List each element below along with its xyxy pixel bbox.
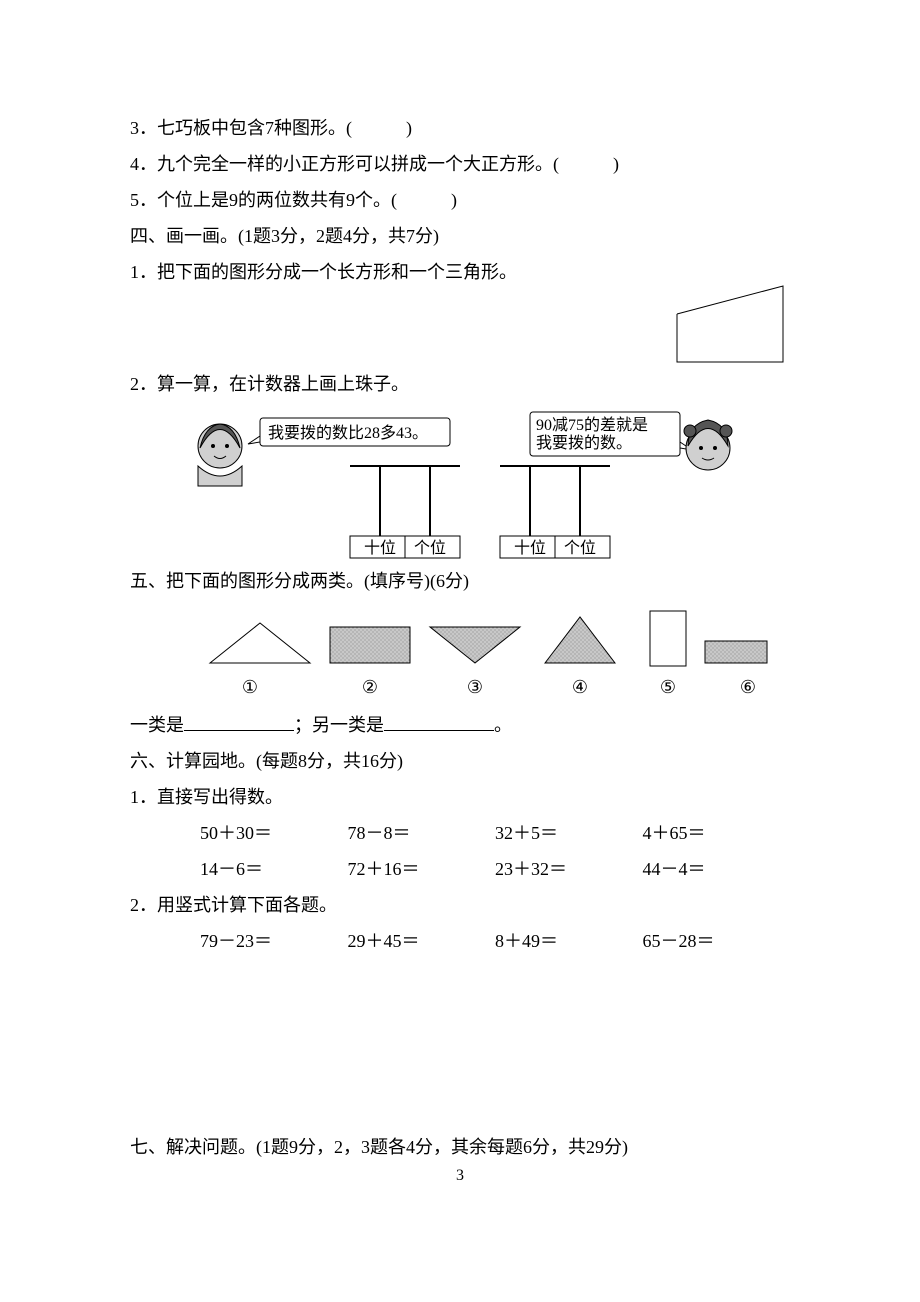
m2-3: 23＋32＝ <box>495 851 643 887</box>
sec4-q1-text: 把下面的图形分成一个长方形和一个三角形。 <box>157 262 517 282</box>
abacus1-ones: 个位 <box>414 539 446 557</box>
sec6-q1-num: 1． <box>130 787 157 807</box>
trapezoid-figure <box>675 284 785 364</box>
question-4: 4．九个完全一样的小正方形可以拼成一个大正方形。( ) <box>130 146 790 182</box>
question-5: 5．个位上是9的两位数共有9个。( ) <box>130 182 790 218</box>
m1-1: 50＋30＝ <box>200 815 348 851</box>
question-3: 3．七巧板中包含7种图形。( ) <box>130 110 790 146</box>
sec4-q2-text: 算一算，在计数器上画上珠子。 <box>157 374 409 394</box>
trapezoid-path <box>677 286 783 362</box>
sec5-after: 。 <box>494 715 512 735</box>
spacer-2 <box>130 959 790 1129</box>
shape-3-label: ③ <box>467 677 483 697</box>
sec4-q2-num: 2． <box>130 374 157 394</box>
shape-5 <box>650 611 686 666</box>
sec6-q2: 2．用竖式计算下面各题。 <box>130 887 790 923</box>
sec6-q2-text: 用竖式计算下面各题。 <box>157 895 337 915</box>
shapes-figure: ① ② ③ ④ ⑤ ⑥ <box>150 605 770 705</box>
left-child-icon <box>198 424 242 486</box>
abacus2-tens: 十位 <box>514 539 546 557</box>
shape-1-label: ① <box>242 677 258 697</box>
abacus-figure: 我要拨的数比28多43。 90减75的差就是 我要拨的数。 十位 <box>180 406 740 561</box>
m1-3: 32＋5＝ <box>495 815 643 851</box>
m3-2: 29＋45＝ <box>348 923 496 959</box>
sec5-before: 一类是 <box>130 715 184 735</box>
shape-4-label: ④ <box>572 677 588 697</box>
abacus-right: 十位 个位 <box>500 466 610 558</box>
left-speech-bubble: 我要拨的数比28多43。 <box>248 418 450 446</box>
q5-num: 5． <box>130 190 157 210</box>
sec4-q2: 2．算一算，在计数器上画上珠子。 <box>130 366 790 402</box>
page-number: 3 <box>0 1160 920 1192</box>
right-bubble-l1: 90减75的差就是 <box>536 416 648 434</box>
m1-2: 78－8＝ <box>348 815 496 851</box>
m2-2: 72＋16＝ <box>348 851 496 887</box>
section-5-title: 五、把下面的图形分成两类。(填序号)(6分) <box>130 563 790 599</box>
q4-text: 九个完全一样的小正方形可以拼成一个大正方形。( ) <box>157 154 619 174</box>
sec6-q1-text: 直接写出得数。 <box>157 787 283 807</box>
math-row-1: 50＋30＝ 78－8＝ 32＋5＝ 4＋65＝ <box>130 815 790 851</box>
shape-5-label: ⑤ <box>660 677 676 697</box>
right-child-icon <box>684 420 732 470</box>
page: 3．七巧板中包含7种图形。( ) 4．九个完全一样的小正方形可以拼成一个大正方形… <box>0 0 920 1302</box>
sec5-answer-line: 一类是 ；另一类是 。 <box>130 707 790 743</box>
right-speech-bubble: 90减75的差就是 我要拨的数。 <box>530 412 692 456</box>
shape-6-label: ⑥ <box>740 677 756 697</box>
m3-4: 65－28＝ <box>643 923 791 959</box>
q3-text: 七巧板中包含7种图形。( ) <box>157 118 412 138</box>
sec5-mid: ；另一类是 <box>294 715 384 735</box>
sec6-q1: 1．直接写出得数。 <box>130 779 790 815</box>
m2-1: 14－6＝ <box>200 851 348 887</box>
shape-4 <box>545 617 615 663</box>
shape-1 <box>210 623 310 663</box>
q3-num: 3． <box>130 118 157 138</box>
q4-num: 4． <box>130 154 157 174</box>
sec6-q2-num: 2． <box>130 895 157 915</box>
right-bubble-l2: 我要拨的数。 <box>536 434 632 452</box>
shape-2 <box>330 627 410 663</box>
shape-3 <box>430 627 520 663</box>
q5-text: 个位上是9的两位数共有9个。( ) <box>157 190 457 210</box>
abacus2-ones: 个位 <box>564 539 596 557</box>
m3-3: 8＋49＝ <box>495 923 643 959</box>
m1-4: 4＋65＝ <box>643 815 791 851</box>
blank-2[interactable] <box>384 712 494 731</box>
blank-1[interactable] <box>184 712 294 731</box>
abacus-left: 十位 个位 <box>350 466 460 558</box>
left-bubble-text: 我要拨的数比28多43。 <box>268 424 428 442</box>
section-6-title: 六、计算园地。(每题8分，共16分) <box>130 743 790 779</box>
m2-4: 44－4＝ <box>643 851 791 887</box>
shape-6 <box>705 641 767 663</box>
abacus1-tens: 十位 <box>364 539 396 557</box>
math-row-3: 79－23＝ 29＋45＝ 8＋49＝ 65－28＝ <box>130 923 790 959</box>
math-row-2: 14－6＝ 72＋16＝ 23＋32＝ 44－4＝ <box>130 851 790 887</box>
shape-2-label: ② <box>362 677 378 697</box>
section-4-title: 四、画一画。(1题3分，2题4分，共7分) <box>130 218 790 254</box>
m3-1: 79－23＝ <box>200 923 348 959</box>
sec4-q1-num: 1． <box>130 262 157 282</box>
